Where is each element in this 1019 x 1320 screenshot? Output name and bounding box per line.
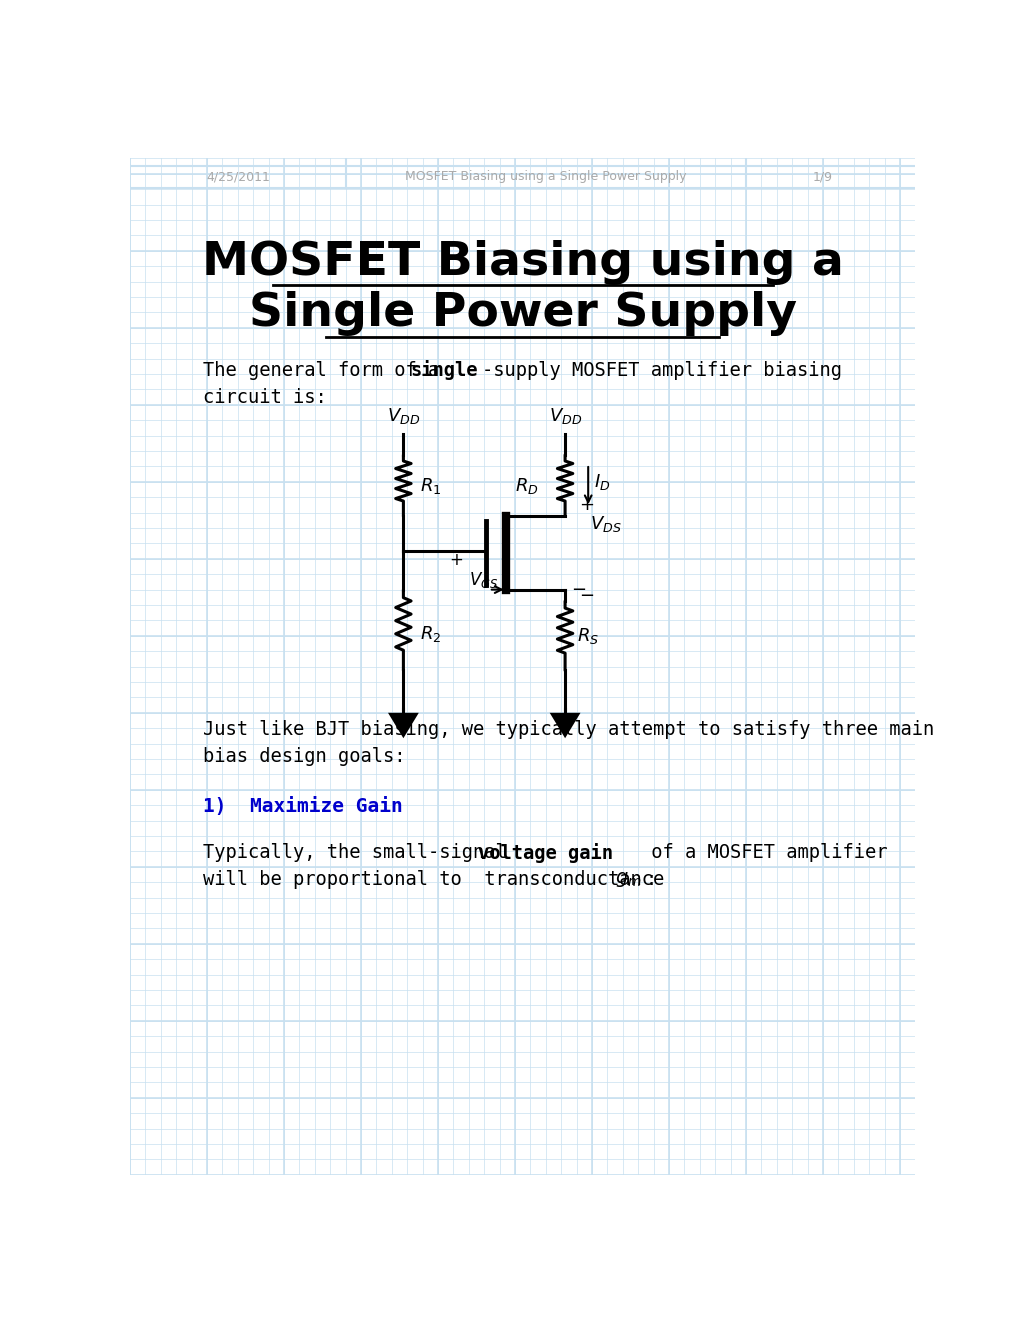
Text: Single Power Supply: Single Power Supply	[249, 292, 796, 337]
Text: −: −	[571, 581, 586, 598]
Text: $V_{DD}$: $V_{DD}$	[386, 407, 420, 426]
Text: $V_{DD}$: $V_{DD}$	[548, 407, 581, 426]
Text: $R_S$: $R_S$	[576, 626, 598, 645]
Polygon shape	[549, 713, 580, 738]
Text: 1)  Maximize Gain: 1) Maximize Gain	[203, 797, 403, 816]
Text: +: +	[579, 496, 593, 513]
Text: 4/25/2011: 4/25/2011	[206, 170, 269, 183]
Text: :: :	[645, 870, 656, 890]
Text: Just like BJT biasing, we typically attempt to satisfy three main: Just like BJT biasing, we typically atte…	[203, 721, 933, 739]
Text: of a MOSFET amplifier: of a MOSFET amplifier	[639, 843, 887, 862]
Text: single: single	[410, 360, 477, 380]
Text: 1/9: 1/9	[812, 170, 833, 183]
Text: voltage gain: voltage gain	[478, 843, 612, 863]
Text: -supply MOSFET amplifier biasing: -supply MOSFET amplifier biasing	[481, 360, 841, 380]
Text: $V_{DS}$: $V_{DS}$	[589, 515, 621, 535]
Polygon shape	[387, 713, 419, 738]
Text: The general form of a: The general form of a	[203, 360, 450, 380]
Text: will be proportional to  transconductance: will be proportional to transconductance	[203, 870, 675, 890]
Text: +: +	[449, 552, 463, 569]
Text: $g_m$: $g_m$	[614, 870, 641, 890]
Text: $V_{GS}$: $V_{GS}$	[469, 570, 497, 590]
Text: MOSFET Biasing using a: MOSFET Biasing using a	[202, 240, 843, 285]
Text: MOSFET Biasing using a Single Power Supply: MOSFET Biasing using a Single Power Supp…	[405, 170, 686, 183]
Text: $I_D$: $I_D$	[594, 471, 610, 492]
Text: $R_D$: $R_D$	[514, 475, 538, 495]
Text: Typically, the small-signal: Typically, the small-signal	[203, 843, 518, 862]
Text: $R_1$: $R_1$	[420, 475, 441, 495]
Text: bias design goals:: bias design goals:	[203, 747, 406, 766]
Text: circuit is:: circuit is:	[203, 388, 327, 407]
Text: −: −	[579, 587, 593, 605]
Text: $R_2$: $R_2$	[420, 624, 441, 644]
